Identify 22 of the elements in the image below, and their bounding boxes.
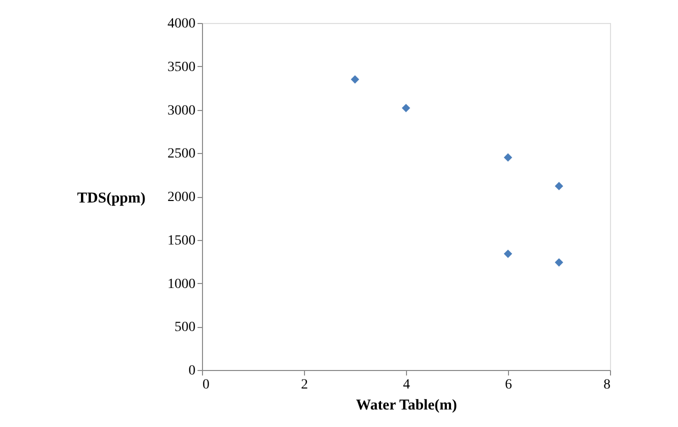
y-tick-label: 2000 (168, 190, 196, 205)
y-tick-label: 3000 (168, 103, 196, 118)
point (504, 250, 512, 258)
y-tick-label: 500 (174, 320, 196, 336)
point (504, 153, 512, 162)
x-tick-label: 6 (505, 378, 512, 392)
point (554, 182, 564, 190)
y-tick-label: 1500 (168, 233, 196, 248)
y-tick-label: 0 (188, 364, 196, 378)
y-axis-title: TDS(ppm) (77, 190, 146, 206)
x-tick-label: 2 (301, 378, 308, 392)
y-tick-label: 4000 (168, 16, 196, 32)
y-tick-label: 3500 (168, 60, 196, 75)
y-tick-label: 1000 (168, 276, 196, 292)
point (402, 104, 410, 112)
point (554, 258, 564, 267)
point (350, 75, 360, 84)
y-tick-label: 2500 (168, 146, 196, 162)
x-tick-label: 8 (604, 378, 610, 392)
x-axis-title: Water Table(m) (356, 398, 457, 414)
x-tick-label: 4 (403, 378, 410, 392)
x-tick-label: 0 (202, 378, 210, 392)
